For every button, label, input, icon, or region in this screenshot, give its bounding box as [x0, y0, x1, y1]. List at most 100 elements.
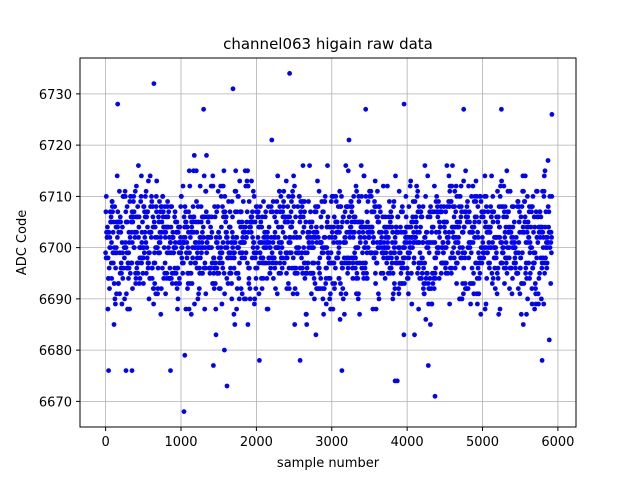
data-point — [175, 306, 180, 312]
data-point — [304, 265, 310, 271]
data-point — [246, 199, 252, 204]
data-point — [327, 296, 333, 302]
data-point — [139, 240, 145, 245]
data-point — [220, 265, 226, 271]
data-point — [488, 204, 494, 210]
data-point — [312, 281, 318, 286]
data-point — [315, 178, 320, 184]
data-point — [154, 235, 160, 240]
data-point — [501, 245, 506, 251]
data-point — [188, 311, 194, 317]
data-point — [292, 322, 298, 327]
data-point — [263, 209, 269, 215]
data-point — [431, 286, 437, 291]
plot-frame — [79, 57, 577, 428]
data-point — [388, 265, 394, 271]
data-point — [187, 183, 193, 189]
data-point — [290, 188, 295, 194]
data-point — [185, 245, 191, 251]
data-point — [422, 163, 428, 169]
data-point — [272, 265, 278, 271]
data-point — [122, 296, 127, 302]
data-point — [280, 229, 286, 235]
data-point — [190, 204, 196, 210]
data-point — [272, 229, 278, 235]
data-point — [415, 188, 421, 194]
data-point — [499, 260, 505, 266]
data-point — [504, 214, 509, 220]
data-point — [251, 194, 257, 199]
data-point — [300, 229, 306, 235]
data-point — [209, 214, 215, 220]
data-point — [351, 194, 357, 199]
data-point — [203, 291, 209, 297]
data-point — [219, 301, 225, 307]
data-point — [429, 229, 435, 235]
data-point — [462, 255, 468, 261]
data-point — [105, 255, 111, 261]
data-point — [446, 235, 451, 240]
data-point — [186, 209, 192, 215]
data-point — [244, 178, 250, 184]
data-point — [452, 204, 457, 210]
data-point — [362, 235, 367, 240]
data-point — [465, 199, 470, 204]
data-point — [355, 245, 361, 251]
data-point — [226, 199, 232, 204]
data-point — [449, 270, 454, 276]
data-point — [532, 250, 538, 256]
data-point — [325, 163, 330, 169]
data-point — [234, 286, 240, 291]
data-point — [363, 240, 369, 245]
data-point — [155, 265, 161, 271]
data-point — [372, 178, 378, 184]
data-point — [492, 286, 498, 291]
data-point — [349, 204, 355, 210]
data-point — [144, 255, 150, 261]
data-point — [266, 260, 272, 266]
data-point — [123, 240, 128, 245]
data-point — [478, 311, 484, 317]
data-point — [397, 250, 403, 256]
data-point — [548, 240, 554, 245]
data-point — [146, 260, 152, 266]
data-point — [332, 235, 338, 240]
data-point — [145, 265, 151, 271]
data-point — [252, 219, 258, 225]
data-point — [107, 235, 113, 240]
data-point — [273, 260, 279, 266]
data-point — [242, 255, 248, 261]
data-point — [516, 250, 521, 256]
data-point — [453, 183, 459, 189]
data-point — [549, 235, 554, 240]
data-point — [281, 188, 287, 194]
data-point — [217, 235, 223, 240]
data-point — [217, 286, 223, 291]
data-point — [302, 276, 308, 281]
data-point — [448, 199, 454, 204]
data-point — [392, 240, 398, 245]
data-point — [195, 250, 200, 256]
data-point — [546, 224, 551, 230]
data-point — [299, 255, 304, 261]
data-point — [497, 194, 503, 199]
data-point — [418, 209, 424, 215]
data-point — [169, 281, 175, 286]
data-point — [446, 229, 452, 235]
data-point — [484, 276, 490, 281]
data-point — [395, 214, 401, 220]
data-point — [269, 137, 275, 143]
data-point — [437, 219, 442, 225]
data-point — [356, 199, 362, 204]
data-point — [507, 286, 512, 291]
data-point — [266, 224, 272, 230]
data-point — [236, 276, 242, 281]
data-point — [165, 204, 170, 210]
data-point — [187, 250, 192, 256]
data-point — [430, 281, 436, 286]
data-point — [407, 183, 413, 189]
data-point — [314, 229, 320, 235]
data-point-outlier — [151, 81, 157, 86]
data-point — [483, 301, 489, 307]
data-point — [147, 173, 153, 179]
